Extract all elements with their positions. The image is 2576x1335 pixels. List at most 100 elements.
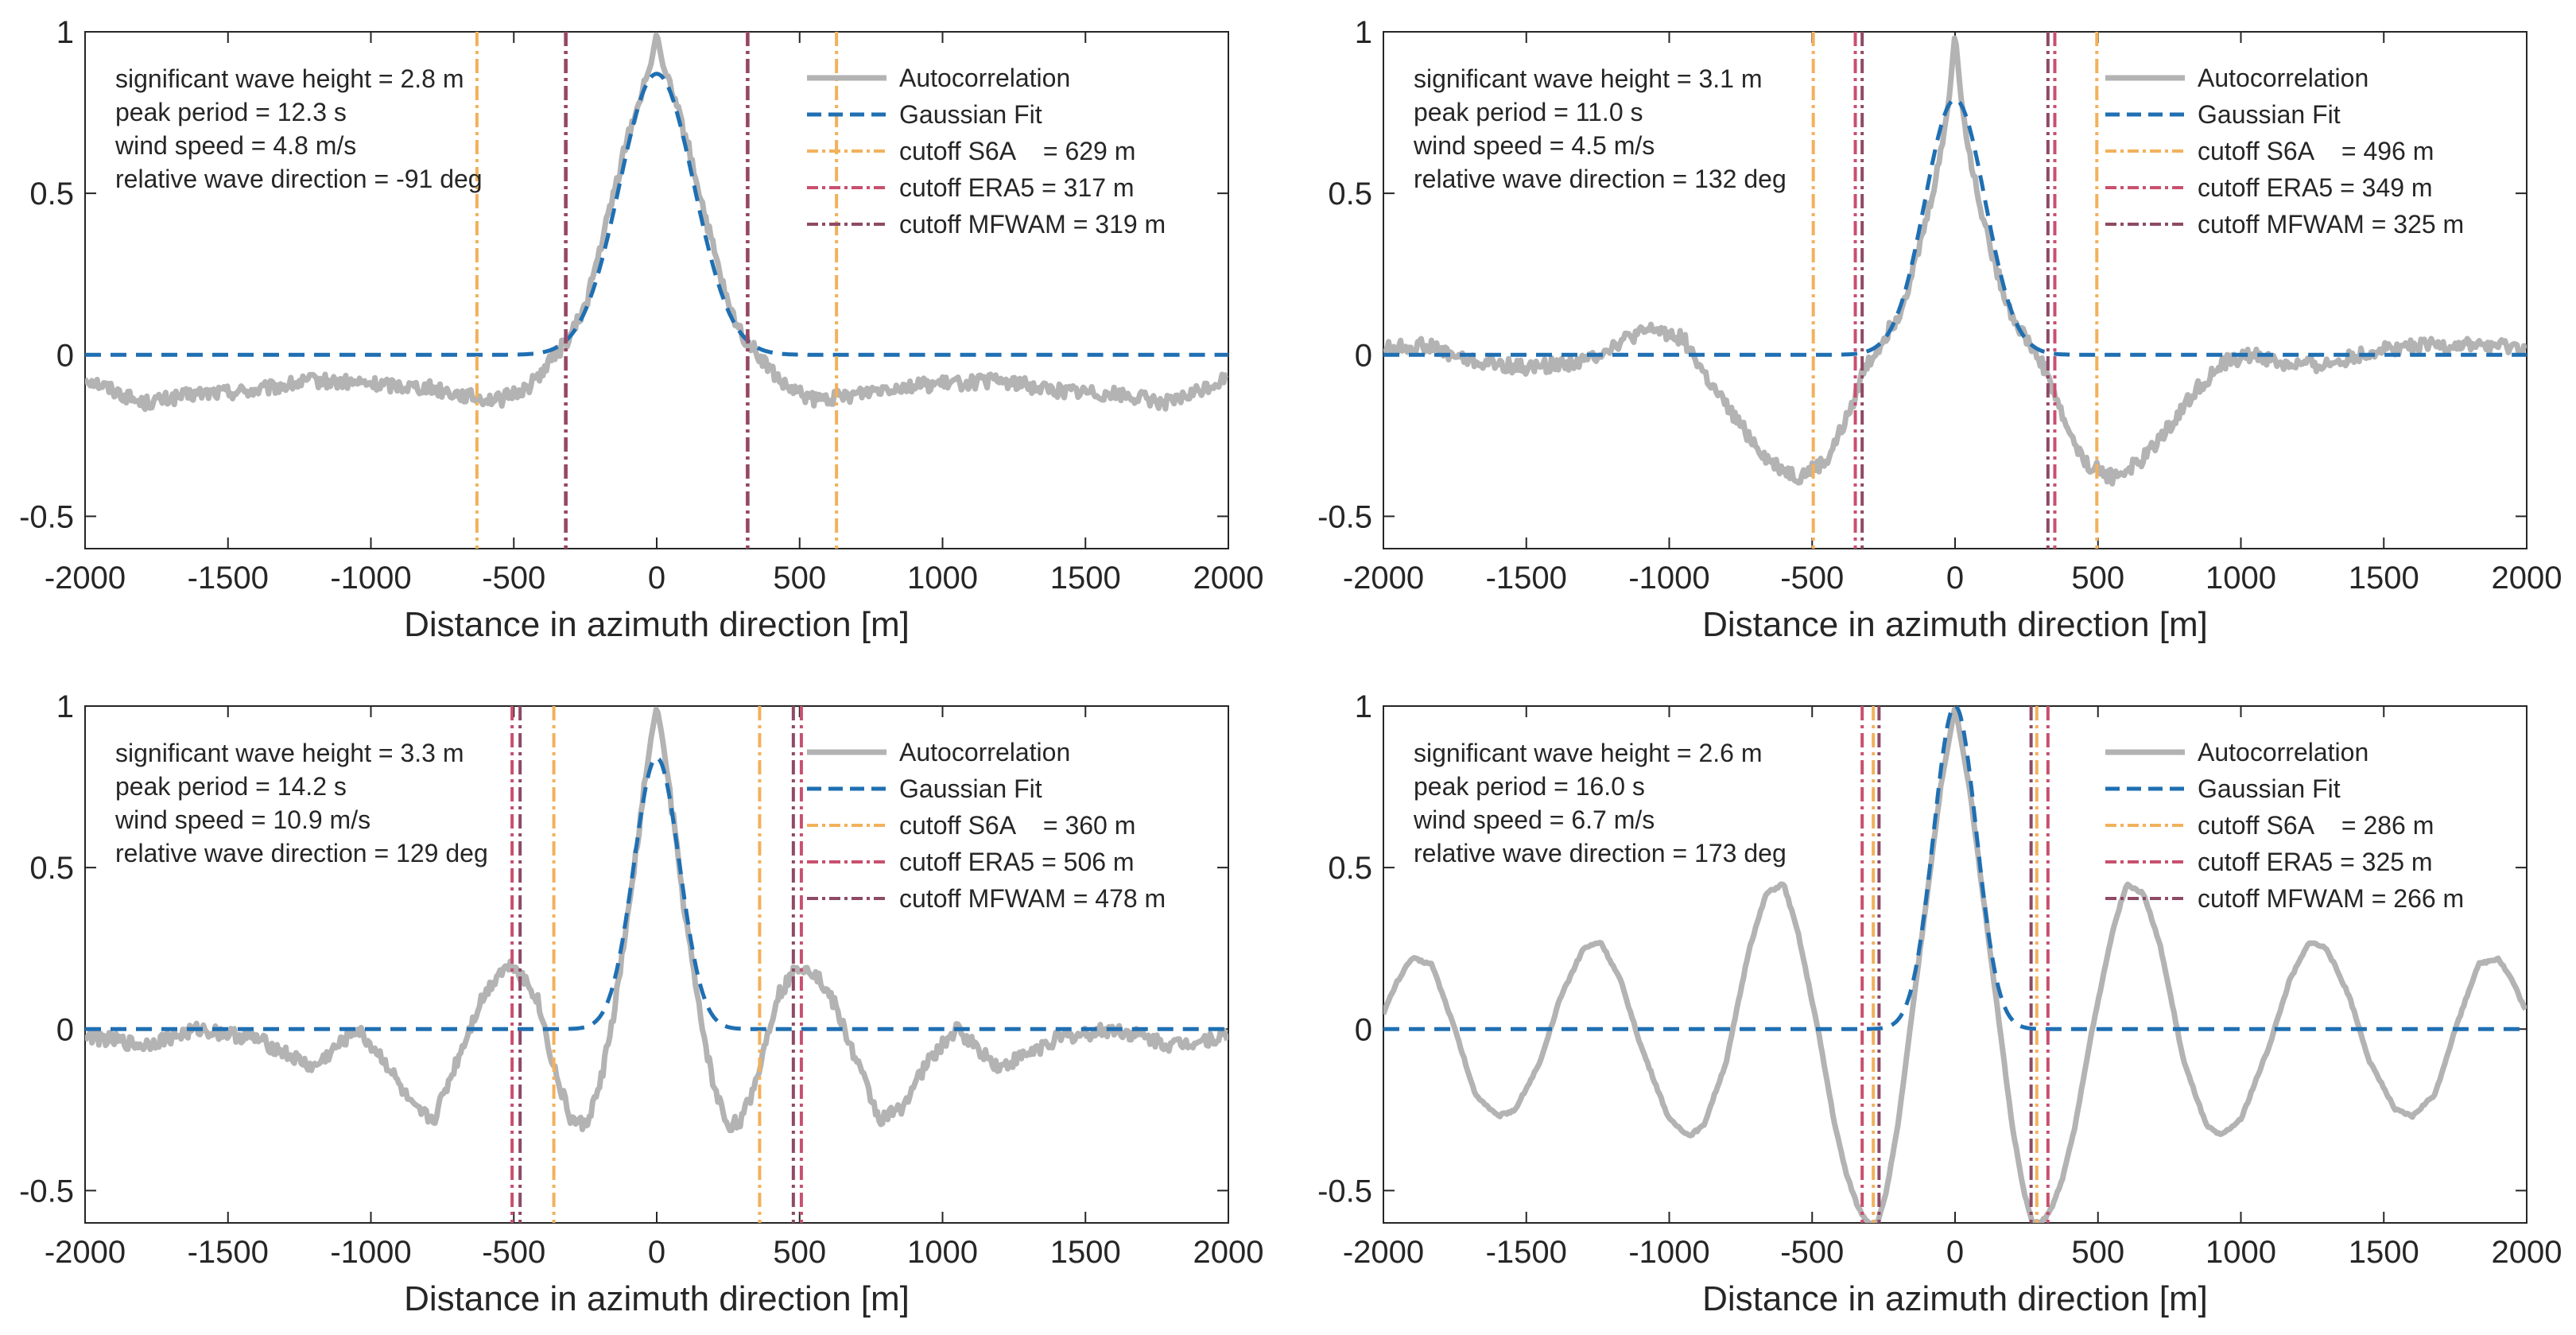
x-tick-label: -1500	[1486, 561, 1567, 596]
chart-panel-top-left: -2000 -1500 -1000 -500 0 500 1000 1500 2000 -0.5 0…	[19, 15, 1263, 644]
x-tick-label: 1500	[2349, 561, 2419, 596]
y-tick-label: 0	[56, 1012, 74, 1047]
plot-area	[84, 705, 1229, 1224]
legend-label-cutoff-s6a: cutoff S6A = 629 m	[899, 137, 1135, 165]
series-group	[85, 706, 1228, 1223]
x-tick-label: -500	[482, 1235, 545, 1270]
legend-label-cutoff-mfwam: cutoff MFWAM = 319 m	[899, 210, 1166, 239]
gaussian-fit-line	[1383, 97, 2527, 357]
x-axis-label: Distance in azimuth direction [m]	[404, 605, 910, 644]
legend-label-autocorrelation: Autocorrelation	[2198, 738, 2368, 766]
legend-label-cutoff-s6a: cutoff S6A = 286 m	[2198, 811, 2434, 840]
y-tick-label: -0.5	[19, 499, 74, 534]
x-tick-label: 0	[648, 561, 665, 596]
y-tick-label: 0	[56, 338, 74, 373]
x-tick-label: 0	[1946, 1235, 1964, 1270]
info-line: relative wave direction = -91 deg	[115, 165, 483, 193]
x-tick-label: -1500	[188, 1235, 269, 1270]
legend-label-cutoff-era5: cutoff ERA5 = 349 m	[2198, 173, 2433, 202]
gaussian-fit-line	[1383, 706, 2527, 1031]
legend-label-autocorrelation: Autocorrelation	[899, 64, 1070, 92]
info-line: wind speed = 6.7 m/s	[1413, 805, 1655, 834]
x-tick-label: -2000	[1343, 561, 1424, 596]
legend-label-cutoff-era5: cutoff ERA5 = 325 m	[2198, 848, 2433, 876]
x-tick-label: -1000	[1628, 1235, 1709, 1270]
info-line: peak period = 11.0 s	[1414, 98, 1643, 126]
x-tick-label: 2000	[1193, 561, 1264, 596]
autocorrelation-line	[1383, 35, 2527, 487]
legend-label-autocorrelation: Autocorrelation	[2198, 64, 2368, 92]
x-tick-label: 1500	[2349, 1235, 2419, 1270]
info-line: significant wave height = 3.1 m	[1414, 64, 1762, 93]
y-tick-label: 1	[1355, 15, 1372, 50]
chart-panel-bottom-left: -2000 -1500 -1000 -500 0 500 1000 1500 2000 -0.5 0…	[19, 689, 1263, 1318]
x-tick-label: 2000	[2492, 561, 2562, 596]
legend-label-cutoff-mfwam: cutoff MFWAM = 325 m	[2198, 210, 2464, 239]
autocorrelation-line	[1383, 706, 2527, 1223]
info-line: significant wave height = 2.6 m	[1414, 739, 1762, 767]
plot-area	[1383, 31, 2528, 549]
x-axis-label: Distance in azimuth direction [m]	[1702, 605, 2208, 644]
chart-panel-bottom-right: -2000 -1500 -1000 -500 0 500 1000 1500 2000 -0.5 0…	[1317, 689, 2562, 1318]
series-group	[1383, 706, 2527, 1223]
autocorrelation-line	[85, 706, 1228, 1134]
y-tick-label: 1	[56, 15, 74, 50]
y-tick-label: 0	[1355, 1012, 1372, 1047]
x-tick-label: 2000	[2492, 1235, 2562, 1270]
x-tick-label: -1000	[1628, 561, 1709, 596]
legend-label-cutoff-s6a: cutoff S6A = 360 m	[899, 811, 1135, 840]
y-tick-label: -0.5	[1317, 499, 1372, 534]
series-group	[1383, 32, 2527, 549]
info-line: wind speed = 4.5 m/s	[1413, 131, 1655, 160]
chart-panel-top-right: -2000 -1500 -1000 -500 0 500 1000 1500 2000 -0.5 0…	[1317, 15, 2562, 644]
x-tick-label: -1500	[1486, 1235, 1567, 1270]
x-tick-label: -1000	[330, 1235, 411, 1270]
x-tick-label: 0	[648, 1235, 665, 1270]
plot-area	[84, 31, 1229, 549]
x-tick-label: -500	[482, 561, 545, 596]
info-line: significant wave height = 2.8 m	[115, 64, 464, 93]
y-tick-label: 0.5	[29, 851, 74, 886]
x-tick-label: 500	[773, 1235, 826, 1270]
x-axis-label: Distance in azimuth direction [m]	[1702, 1279, 2208, 1318]
info-line: relative wave direction = 129 deg	[115, 839, 488, 867]
series-group	[85, 32, 1228, 549]
legend-label-gaussian-fit: Gaussian Fit	[2198, 774, 2341, 803]
x-tick-label: 500	[773, 561, 826, 596]
x-tick-label: -2000	[45, 1235, 126, 1270]
y-tick-label: -0.5	[1317, 1174, 1372, 1209]
x-tick-label: 2000	[1193, 1235, 1264, 1270]
x-tick-label: 1500	[1050, 1235, 1121, 1270]
legend-label-gaussian-fit: Gaussian Fit	[899, 100, 1042, 129]
y-tick-label: 0.5	[1328, 851, 1372, 886]
y-tick-label: -0.5	[19, 1174, 74, 1209]
info-line: peak period = 16.0 s	[1414, 772, 1645, 801]
x-tick-label: 500	[2071, 561, 2124, 596]
gaussian-fit-line	[85, 755, 1228, 1031]
legend-label-cutoff-era5: cutoff ERA5 = 506 m	[899, 848, 1135, 876]
legend-label-cutoff-mfwam: cutoff MFWAM = 266 m	[2198, 884, 2464, 913]
x-tick-label: 1000	[907, 1235, 978, 1270]
info-line: significant wave height = 3.3 m	[115, 739, 464, 767]
x-tick-label: 1500	[1050, 561, 1121, 596]
x-tick-label: 0	[1946, 561, 1964, 596]
x-tick-label: 1000	[2206, 1235, 2276, 1270]
legend-label-gaussian-fit: Gaussian Fit	[2198, 100, 2341, 129]
legend-label-autocorrelation: Autocorrelation	[899, 738, 1070, 766]
info-line: peak period = 12.3 s	[115, 98, 347, 126]
y-tick-label: 1	[56, 689, 74, 724]
y-tick-label: 1	[1355, 689, 1372, 724]
info-line: wind speed = 4.8 m/s	[114, 131, 356, 160]
x-tick-label: -2000	[1343, 1235, 1424, 1270]
gaussian-fit-line	[85, 72, 1228, 357]
y-tick-label: 0	[1355, 338, 1372, 373]
x-tick-label: 500	[2071, 1235, 2124, 1270]
x-axis-label: Distance in azimuth direction [m]	[404, 1279, 910, 1318]
x-tick-label: 1000	[907, 561, 978, 596]
y-tick-label: 0.5	[1328, 177, 1372, 212]
x-tick-label: -1000	[330, 561, 411, 596]
info-line: relative wave direction = 132 deg	[1414, 165, 1787, 193]
autocorrelation-line	[85, 32, 1228, 413]
y-tick-label: 0.5	[29, 177, 74, 212]
